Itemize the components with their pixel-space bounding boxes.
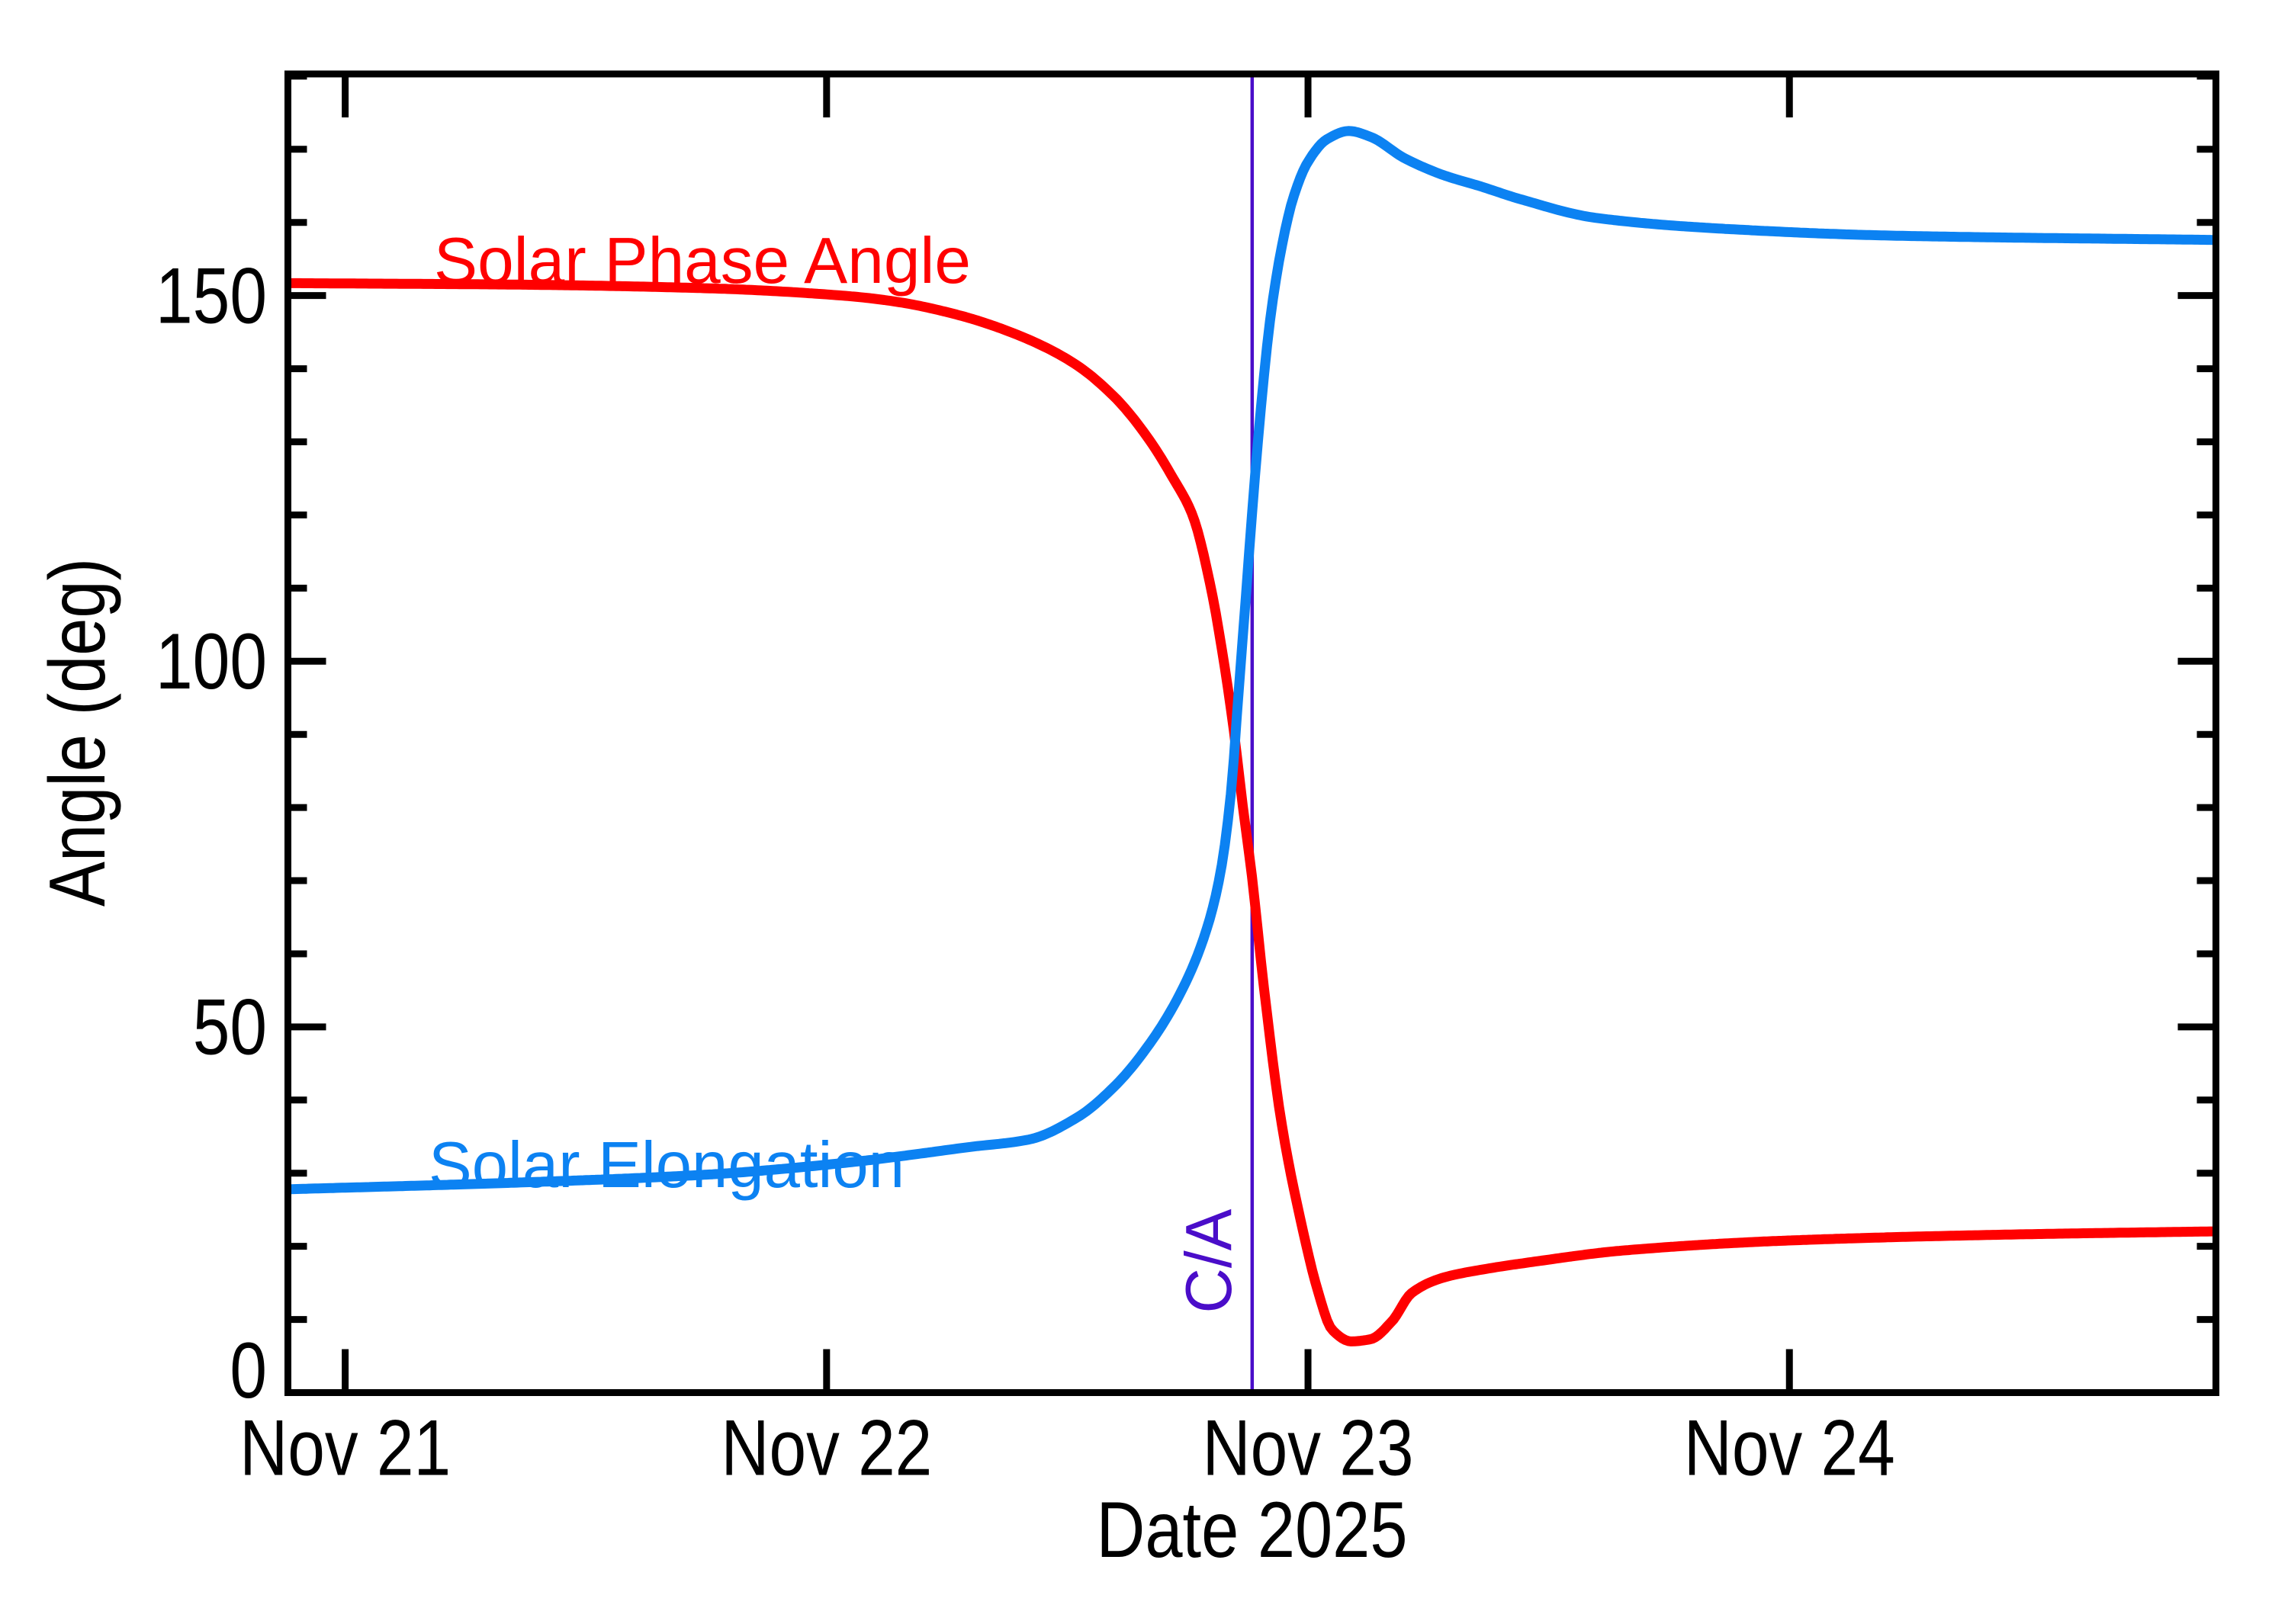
series-group	[288, 126, 2216, 1346]
close-approach-label: C/A	[1173, 1208, 1245, 1313]
y-tick-label: 150	[156, 252, 267, 340]
series-label-solar-phase-angle: Solar Phase Angle	[434, 225, 971, 297]
x-tick-label: Nov 22	[721, 1404, 932, 1493]
x-tick-label: Nov 24	[1684, 1404, 1895, 1493]
x-tick-label: Nov 23	[1203, 1404, 1414, 1493]
tick-labels-group: 0 50 100 150 Nov 21 Nov 22 Nov 23 Nov 24	[156, 252, 1895, 1492]
series-line-solar-phase-angle	[288, 278, 2216, 1346]
series-line-solar-elongation	[288, 126, 2216, 1195]
y-tick-label: 50	[193, 984, 267, 1072]
x-tick-label: Nov 21	[239, 1404, 451, 1493]
y-axis-title: Angle (deg)	[34, 558, 122, 907]
series-label-solar-elongation: Solar Elongation	[429, 1129, 905, 1202]
y-tick-label: 100	[156, 618, 267, 706]
y-tick-label: 0	[230, 1327, 267, 1415]
axis-ticks-group	[288, 72, 2216, 1396]
x-axis-title: Date 2025	[1097, 1486, 1408, 1574]
